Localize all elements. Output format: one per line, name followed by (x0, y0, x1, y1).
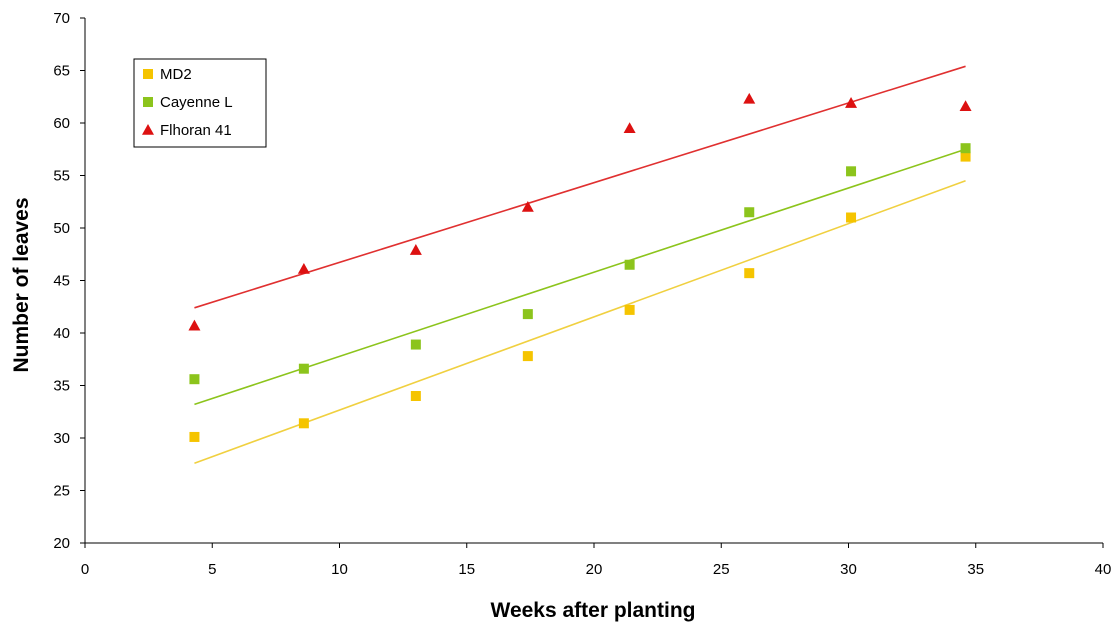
legend: MD2 Cayenne L Flhoran 41 (133, 58, 267, 148)
point-cayenne-l (846, 166, 857, 177)
point-md2 (624, 304, 635, 315)
trend-line-flhoran-41 (194, 65, 966, 309)
point-md2 (298, 418, 309, 429)
point-flhoran-41 (959, 100, 972, 111)
point-flhoran-41 (623, 122, 636, 134)
legend-marker-md2 (143, 69, 153, 79)
y-tick-label: 65 (53, 63, 70, 80)
tick-labels: 20 25 30 35 40 45 50 55 60 65 70 0 5 10 15 20 25 30 35 40 (53, 10, 1111, 578)
x-tick-label: 10 (331, 561, 348, 578)
y-tick-label: 25 (53, 483, 70, 500)
point-cayenne-l (960, 143, 971, 154)
trend-line-md2 (194, 179, 966, 464)
legend-marker-flhoran-41 (142, 124, 154, 135)
y-tick-label: 30 (53, 430, 70, 447)
x-tick-label: 20 (586, 561, 603, 578)
point-cayenne-l (298, 363, 309, 374)
legend-label-cayenne-l: Cayenne L (160, 94, 233, 111)
point-flhoran-41 (297, 262, 310, 274)
point-cayenne-l (189, 374, 200, 385)
x-tick-label: 30 (840, 561, 857, 578)
legend-label-flhoran-41: Flhoran 41 (160, 122, 232, 139)
point-cayenne-l (410, 339, 421, 350)
trend-lines (194, 65, 966, 464)
y-axis-title: Number of leaves (10, 197, 33, 372)
x-tick-label: 5 (208, 561, 216, 578)
y-tick-label: 20 (53, 535, 70, 552)
x-tick-label: 40 (1095, 561, 1112, 578)
point-flhoran-41 (521, 201, 534, 212)
y-tick-label: 35 (53, 378, 70, 395)
point-flhoran-41 (845, 97, 858, 108)
legend-marker-cayenne-l (143, 97, 153, 107)
y-tick-label: 70 (53, 10, 70, 27)
trend-line-cayenne-l (194, 148, 966, 406)
point-md2 (410, 391, 421, 401)
point-md2 (846, 212, 857, 223)
x-tick-label: 25 (713, 561, 730, 578)
y-tick-label: 40 (53, 325, 70, 342)
y-tick-label: 45 (53, 273, 70, 290)
point-cayenne-l (522, 309, 533, 320)
point-md2 (960, 151, 971, 162)
x-tick-label: 35 (967, 561, 984, 578)
point-cayenne-l (744, 207, 755, 218)
legend-box (133, 58, 267, 148)
data-points (188, 92, 972, 442)
x-tick-label: 0 (81, 561, 89, 578)
y-tick-label: 50 (53, 220, 70, 237)
x-axis-title: Weeks after planting (491, 599, 696, 622)
legend-label-md2: MD2 (160, 66, 192, 83)
axes (80, 17, 1104, 548)
y-tick-label: 55 (53, 168, 70, 185)
point-md2 (522, 351, 533, 362)
y-tick-label: 60 (53, 115, 70, 132)
point-md2 (744, 268, 755, 279)
point-cayenne-l (624, 259, 635, 270)
point-flhoran-41 (188, 319, 201, 331)
point-flhoran-41 (743, 92, 756, 104)
x-tick-label: 15 (458, 561, 475, 578)
point-flhoran-41 (409, 244, 422, 255)
point-md2 (189, 431, 200, 442)
